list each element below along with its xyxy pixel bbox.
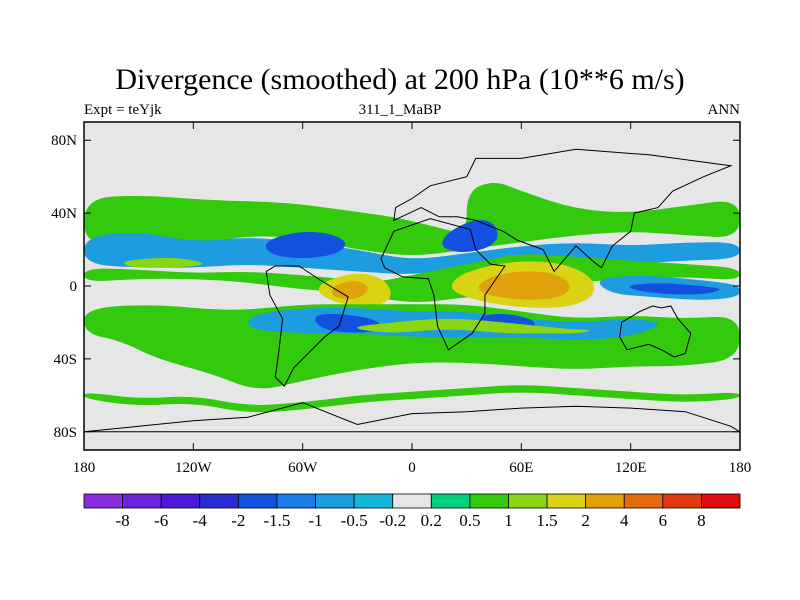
x-tick-label: 180 xyxy=(73,460,96,476)
colorbar-label: 0.2 xyxy=(421,511,442,530)
coastline-africa xyxy=(380,218,506,351)
colorbar-label: 2 xyxy=(581,511,590,530)
colorbar-box xyxy=(353,493,394,509)
chart-title: Divergence (smoothed) at 200 hPa (10**6 … xyxy=(115,63,685,96)
season-label: ANN xyxy=(707,102,741,118)
contour-region xyxy=(84,254,740,303)
coastlines xyxy=(84,148,740,433)
contour-region xyxy=(331,280,368,300)
contour-region xyxy=(84,385,740,413)
x-tick-label: 180 xyxy=(729,460,752,476)
colorbar: -8 -6 -4 -2 -1.5 -1 -0.5 -0.2 0.2 0.5 1 1.5 2 4 6 8 xyxy=(83,493,741,530)
y-tick-label: 80N xyxy=(51,133,77,149)
coastline-eurasia xyxy=(393,148,733,273)
colorbar-box xyxy=(623,493,664,509)
colorbar-label: -1 xyxy=(308,511,322,530)
coastline-australia xyxy=(619,305,692,358)
contour-region xyxy=(357,318,591,334)
colorbar-label: 1 xyxy=(504,511,513,530)
colorbar-box xyxy=(122,493,162,509)
colorbar-box xyxy=(662,493,702,509)
contour-region xyxy=(84,183,740,255)
colorbar-box xyxy=(392,493,432,509)
colorbar-box xyxy=(701,493,741,509)
y-tick-label: 0 xyxy=(70,279,78,295)
contour-region xyxy=(629,283,720,295)
colorbar-label: 4 xyxy=(620,511,629,530)
colorbar-box xyxy=(585,493,625,509)
colorbar-label: -1.5 xyxy=(263,511,290,530)
colorbar-box xyxy=(237,493,278,509)
colorbar-box xyxy=(160,493,201,509)
contour-fields xyxy=(84,183,740,413)
colorbar-label: 0.5 xyxy=(459,511,480,530)
x-tick-label: 120E xyxy=(615,460,647,476)
coastline-south-america xyxy=(265,265,349,388)
axes: 180 120W 60W 0 60E 120E 180 80N 40N 0 40S 80S xyxy=(51,122,751,476)
colorbar-label: 1.5 xyxy=(536,511,557,530)
colorbar-box xyxy=(315,493,355,509)
colorbar-label: 6 xyxy=(659,511,668,530)
colorbar-box xyxy=(430,493,471,509)
experiment-label: Expt = teYjk xyxy=(84,102,162,118)
colorbar-box xyxy=(83,493,123,509)
y-tick-label: 40S xyxy=(54,352,77,368)
x-tick-label: 60E xyxy=(509,460,533,476)
contour-region xyxy=(265,231,346,259)
colorbar-label: -6 xyxy=(154,511,168,530)
colorbar-label: -4 xyxy=(193,511,208,530)
x-tick-label: 120W xyxy=(175,460,213,476)
contour-region xyxy=(478,271,570,300)
colorbar-label: -2 xyxy=(231,511,245,530)
colorbar-label: -8 xyxy=(116,511,130,530)
x-tick-label: 0 xyxy=(408,460,416,476)
colorbar-label: -0.2 xyxy=(379,511,406,530)
colorbar-box xyxy=(508,493,548,509)
colorbar-box xyxy=(199,493,239,509)
colorbar-box xyxy=(469,493,509,509)
colorbar-label: 8 xyxy=(697,511,706,530)
y-tick-label: 80S xyxy=(54,425,77,441)
coastline-antarctica xyxy=(84,402,740,433)
case-label: 311_1_MaBP xyxy=(358,102,442,118)
contour-region xyxy=(442,220,498,252)
colorbar-box xyxy=(276,493,316,509)
x-tick-label: 60W xyxy=(288,460,318,476)
colorbar-label: -0.5 xyxy=(341,511,368,530)
colorbar-box xyxy=(546,493,587,509)
contour-region xyxy=(124,258,203,268)
y-tick-label: 40N xyxy=(51,206,77,222)
